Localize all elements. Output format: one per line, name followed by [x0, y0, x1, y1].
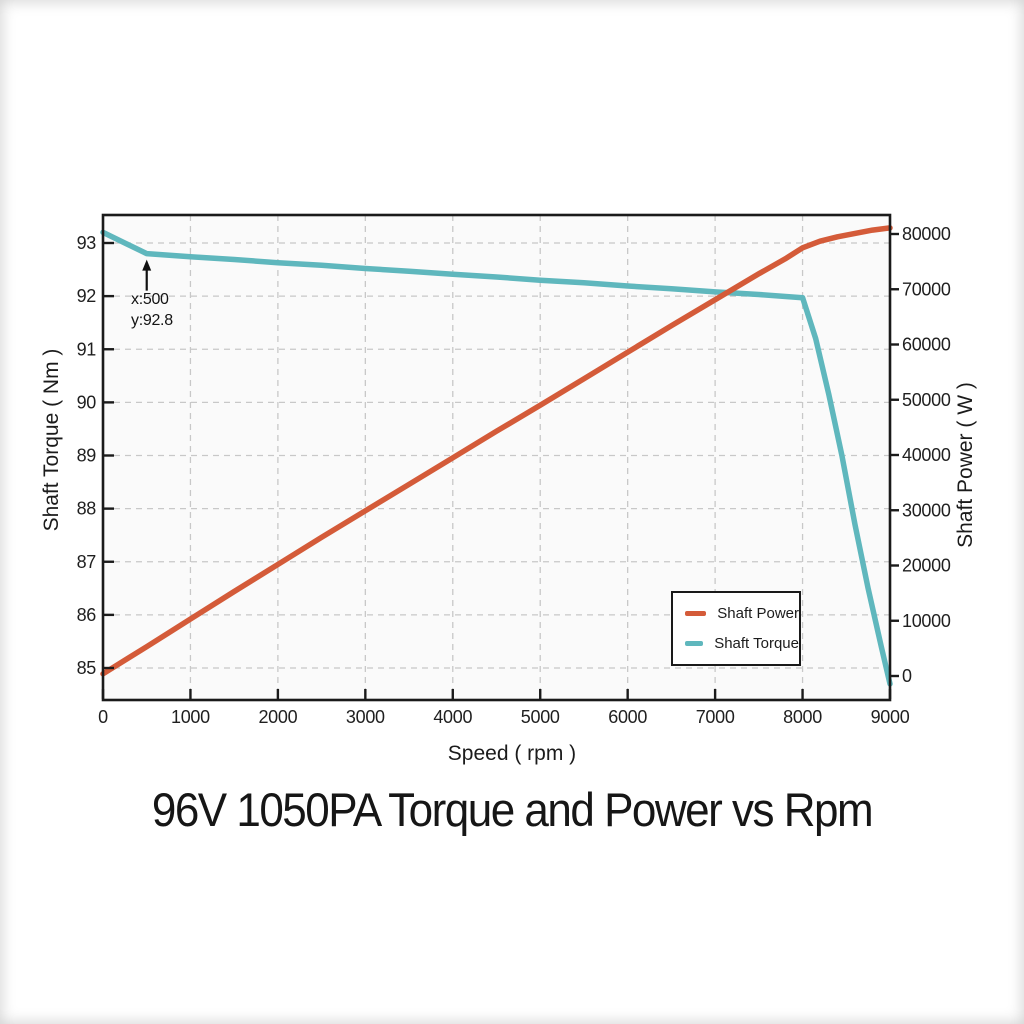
series-line-shaft-power	[100, 225, 893, 677]
x-tick-label: 4000	[433, 707, 472, 727]
point-annotation: x:500 y:92.8	[131, 289, 173, 331]
legend: Shaft Power Shaft Torque	[671, 591, 801, 666]
x-axis-title: Speed ( rpm )	[447, 742, 577, 765]
annotation-y-value: y:92.8	[131, 312, 173, 329]
y-right-tick-label: 40000	[902, 445, 951, 465]
y-right-tick-label: 60000	[902, 335, 951, 355]
y-left-tick-label: 92	[77, 286, 97, 306]
x-tick-label: 8000	[783, 707, 822, 727]
right-axis-title: Shaft Power ( W )	[954, 382, 977, 548]
y-left-tick-label: 91	[77, 339, 97, 359]
y-right-tick-label: 20000	[902, 556, 951, 576]
plot-border	[101, 213, 892, 702]
left-axis-title: Shaft Torque ( Nm )	[40, 348, 63, 532]
y-right-tick-label: 0	[902, 666, 912, 686]
legend-swatch-shaft-torque	[685, 640, 704, 646]
series-line-shaft-torque	[100, 229, 893, 687]
y-left-tick-label: 90	[77, 392, 97, 412]
x-tick-label: 7000	[696, 707, 735, 727]
y-right-tick-label: 10000	[902, 611, 951, 631]
legend-label-shaft-power: Shaft Power	[717, 605, 799, 623]
x-tick-label: 6000	[608, 707, 647, 727]
x-tick-label: 9000	[871, 707, 910, 727]
y-left-tick-label: 88	[77, 499, 97, 519]
y-left-tick-label: 93	[77, 233, 97, 253]
y-left-tick-label: 85	[77, 658, 97, 678]
y-right-tick-label: 30000	[902, 500, 951, 520]
x-tick-label: 3000	[346, 707, 385, 727]
y-left-tick-label: 86	[77, 605, 97, 625]
annotation-x-value: x:500	[131, 291, 169, 308]
annotation-arrow-head	[142, 259, 152, 271]
x-tick-label: 1000	[171, 707, 210, 727]
y-right-tick-label: 50000	[902, 390, 951, 410]
legend-item-shaft-power: Shaft Power	[673, 605, 799, 622]
legend-item-shaft-torque: Shaft Torque	[673, 635, 799, 652]
chart-title: 96V 1050PA Torque and Power vs Rpm	[151, 784, 874, 837]
y-right-tick-label: 70000	[902, 279, 951, 299]
x-tick-label: 0	[98, 707, 108, 727]
y-left-tick-label: 87	[77, 552, 97, 572]
y-right-tick-label: 80000	[902, 224, 951, 244]
legend-swatch-shaft-power	[685, 611, 707, 617]
x-tick-label: 2000	[258, 707, 297, 727]
y-left-tick-label: 89	[77, 446, 97, 466]
x-tick-label: 5000	[521, 707, 560, 727]
legend-label-shaft-torque: Shaft Torque	[714, 634, 799, 652]
